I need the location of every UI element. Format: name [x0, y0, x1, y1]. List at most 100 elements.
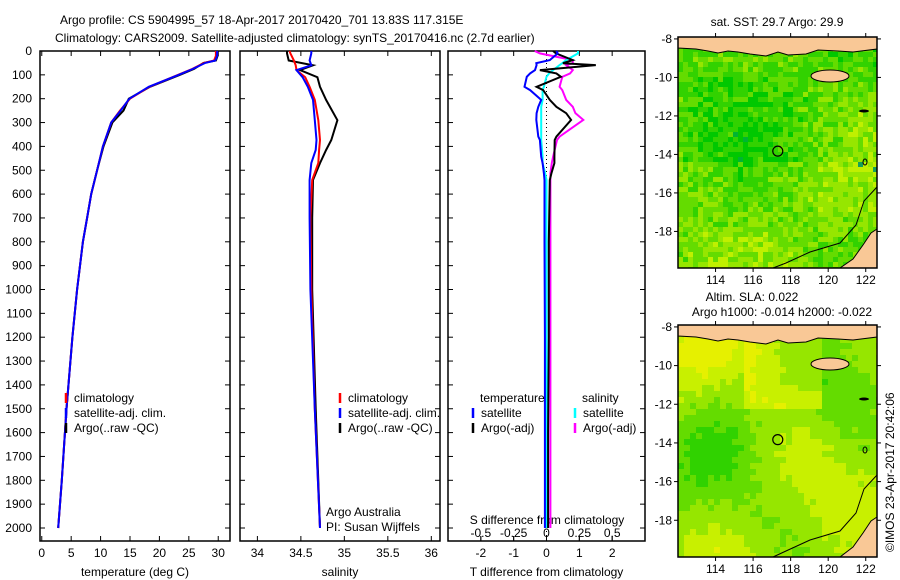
map-cell — [870, 439, 876, 445]
map-cell — [804, 397, 810, 403]
map-cell — [743, 207, 748, 212]
map-cell — [833, 67, 838, 72]
map-cell — [713, 52, 718, 57]
map-cell — [738, 547, 744, 553]
map-cell — [843, 117, 848, 122]
map-cell — [693, 157, 698, 162]
map-cell — [748, 197, 753, 202]
map-cell — [703, 77, 708, 82]
map-cell — [813, 117, 818, 122]
map-cell — [848, 187, 853, 192]
map-cell — [853, 82, 858, 87]
map-cell — [838, 257, 843, 262]
map-cell — [808, 92, 813, 97]
x-axis-label: salinity — [322, 565, 359, 579]
map-cell — [792, 547, 798, 553]
map-cell — [834, 493, 840, 499]
map-cell — [778, 52, 783, 57]
map-cell — [773, 172, 778, 177]
map-cell — [798, 202, 803, 207]
map-cell — [758, 137, 763, 142]
map-cell — [732, 529, 738, 535]
map-cell — [828, 97, 833, 102]
map-cell — [843, 177, 848, 182]
map-cell — [713, 142, 718, 147]
map-cell — [843, 137, 848, 142]
map-cell — [838, 217, 843, 222]
map-cell — [698, 247, 703, 252]
map-cell — [733, 127, 738, 132]
map-cell — [733, 162, 738, 167]
map-cell — [758, 242, 763, 247]
map-cell — [732, 451, 738, 457]
map-cell — [768, 132, 773, 137]
map-cell — [868, 117, 873, 122]
map-cell — [688, 47, 693, 52]
map-cell — [813, 157, 818, 162]
map-cell — [804, 403, 810, 409]
map-cell — [798, 67, 803, 72]
map-cell — [843, 257, 848, 262]
y-tick-label: 1500 — [5, 402, 32, 416]
map-cell — [744, 463, 750, 469]
lat-tick-label: -14 — [655, 436, 673, 450]
map-cell — [758, 197, 763, 202]
map-cell — [748, 77, 753, 82]
map-cell — [698, 202, 703, 207]
map-cell — [702, 511, 708, 517]
map-cell — [723, 222, 728, 227]
map-cell — [786, 415, 792, 421]
map-cell — [748, 207, 753, 212]
map-cell — [822, 499, 828, 505]
map-cell — [778, 82, 783, 87]
map-cell — [798, 421, 804, 427]
map-cell — [733, 202, 738, 207]
map-cell — [738, 505, 744, 511]
map-cell — [714, 523, 720, 529]
map-cell — [793, 117, 798, 122]
map-cell — [696, 355, 702, 361]
map-cell — [708, 403, 714, 409]
map-cell — [738, 439, 744, 445]
map-cell — [762, 493, 768, 499]
map-cell — [683, 247, 688, 252]
x-tick-label: 5 — [68, 546, 75, 560]
map-cell — [703, 97, 708, 102]
map-cell — [828, 493, 834, 499]
map-cell — [810, 511, 816, 517]
map-cell — [868, 167, 873, 172]
map-cell — [786, 343, 792, 349]
map-cell — [728, 142, 733, 147]
map-cell — [828, 232, 833, 237]
map-cell — [733, 177, 738, 182]
map-cell — [834, 409, 840, 415]
map-cell — [774, 397, 780, 403]
map-cell — [696, 361, 702, 367]
map-cell — [833, 152, 838, 157]
map-cell — [822, 427, 828, 433]
map-cell — [763, 257, 768, 262]
map-cell — [690, 403, 696, 409]
map-cell — [684, 517, 690, 523]
map-cell — [762, 343, 768, 349]
map-cell — [763, 107, 768, 112]
map-cell — [783, 77, 788, 82]
map-cell — [738, 207, 743, 212]
map-cell — [684, 523, 690, 529]
map-cell — [773, 182, 778, 187]
map-cell — [748, 252, 753, 257]
map-cell — [843, 182, 848, 187]
map-cell — [763, 67, 768, 72]
map-cell — [864, 487, 870, 493]
map-cell — [773, 72, 778, 77]
map-cell — [823, 152, 828, 157]
map-cell — [822, 547, 828, 553]
map-cell — [732, 493, 738, 499]
map-cell — [753, 207, 758, 212]
map-cell — [703, 102, 708, 107]
map-cell — [774, 541, 780, 547]
y-tick-label: 1700 — [5, 449, 32, 463]
map-cell — [753, 187, 758, 192]
map-cell — [848, 247, 853, 252]
map-cell — [738, 197, 743, 202]
